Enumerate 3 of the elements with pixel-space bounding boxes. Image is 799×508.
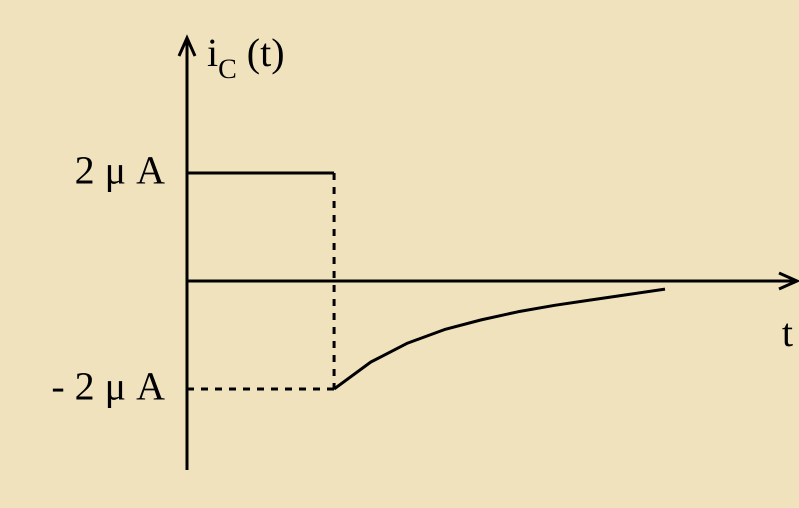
y-tick-label: 2 μ A xyxy=(74,148,166,192)
y-tick-label: - 2 μ A xyxy=(51,364,166,408)
x-axis-title: t xyxy=(782,310,793,355)
